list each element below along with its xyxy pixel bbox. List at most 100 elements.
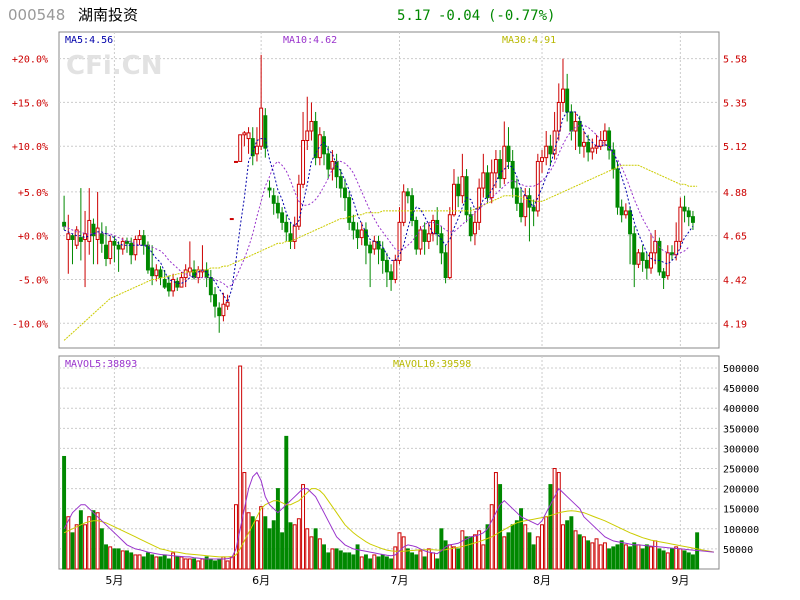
volume-bar-down	[263, 516, 268, 570]
volume-bar-up	[183, 558, 188, 570]
candle-body-down	[250, 138, 255, 157]
candle-body-down	[569, 111, 574, 132]
candle-body-up	[426, 233, 431, 242]
candle	[74, 226, 79, 250]
candle	[561, 58, 565, 112]
candle-body-up	[502, 145, 507, 180]
candle	[313, 111, 318, 166]
percent-tick-label: +10.0%	[12, 142, 48, 153]
candle	[472, 210, 477, 246]
volume-bar-down	[166, 558, 171, 570]
candle-body-down	[347, 197, 352, 223]
candle	[439, 226, 444, 265]
candle-body-down	[485, 172, 490, 199]
volume-bar-down	[640, 548, 645, 570]
volume-bar-up	[418, 550, 423, 570]
volume-bar-down	[129, 552, 134, 570]
candle-body-down	[628, 210, 633, 235]
volume-bar-up	[225, 560, 230, 570]
volume-bar-down	[439, 528, 444, 570]
candle-body-down	[280, 212, 285, 223]
candle-body-down	[389, 271, 394, 280]
candle-body-down	[213, 294, 217, 307]
candle	[104, 226, 108, 267]
candle-body-down	[288, 233, 293, 242]
volume-bar-up	[83, 524, 88, 570]
candle	[355, 222, 360, 250]
volume-bar-down	[468, 536, 473, 570]
stock-name: 湖南投资	[78, 6, 138, 24]
candle	[422, 222, 427, 255]
month-tick-label: 6月	[252, 574, 270, 587]
volume-bar-down	[338, 550, 343, 570]
volume-bar-up	[674, 546, 679, 570]
candle-body-down	[577, 120, 582, 147]
volume-bar-down	[213, 560, 217, 570]
candle-body-up	[649, 252, 653, 269]
volume-bar-down	[250, 516, 255, 570]
ma30-legend: MA30:4.91	[502, 35, 556, 46]
candle	[78, 188, 83, 261]
candle-body-down	[586, 141, 591, 153]
candle-body-up	[229, 218, 234, 221]
candle-body-up	[460, 176, 465, 197]
candle-body-down	[686, 210, 691, 218]
candle	[674, 222, 679, 261]
candle-body-down	[380, 248, 385, 261]
volume-bar-down	[519, 508, 524, 570]
volume-bar-down	[204, 556, 209, 570]
candle-body-down	[141, 235, 146, 246]
candle-body-down	[607, 130, 612, 151]
candle-body-up	[493, 159, 498, 174]
volume-bar-down	[313, 528, 318, 570]
volume-bar-down	[158, 556, 163, 570]
candle-body-up	[359, 229, 364, 239]
candle	[288, 222, 293, 250]
candle-body-up	[544, 145, 549, 159]
candle-body-up	[556, 101, 561, 132]
volume-bar-up	[87, 516, 92, 570]
candle	[292, 216, 297, 250]
volume-bar-down	[267, 528, 272, 570]
volume-bar-up	[238, 365, 243, 570]
candle-body-up	[296, 183, 301, 227]
candle	[607, 127, 612, 160]
candle	[619, 199, 624, 223]
candle-body-down	[435, 219, 440, 235]
candle-body-down	[456, 183, 461, 197]
candle	[137, 229, 142, 246]
volume-bar-up	[502, 536, 507, 570]
candle	[447, 207, 452, 280]
volume-bar-up	[234, 504, 238, 570]
candle-body-down	[661, 271, 666, 279]
candle	[649, 233, 653, 274]
candle	[510, 150, 515, 198]
volume-bar-down	[514, 520, 519, 570]
volume-tick-label: 50000	[723, 545, 753, 556]
candle	[384, 252, 389, 288]
candle	[213, 287, 217, 318]
candle-body-down	[439, 233, 444, 254]
volume-bar-down	[690, 554, 695, 570]
volume-axis: 500000 450000 400000 350000 300000 250000 2000…	[723, 364, 759, 556]
candle-body-up	[540, 157, 544, 162]
volume-bar-down	[443, 540, 448, 570]
candle	[682, 195, 687, 223]
candle-body-up	[636, 252, 641, 265]
volume-bar-up	[535, 536, 540, 570]
candle-body-down	[275, 202, 280, 214]
candle-body-down	[343, 187, 347, 199]
volume-bar-down	[619, 540, 624, 570]
candle	[326, 146, 331, 179]
price-axis: 5.58 5.35 5.12 4.88 4.65 4.42 4.19	[723, 55, 747, 331]
volume-bar-down	[422, 556, 427, 570]
candle	[120, 237, 125, 255]
candle	[129, 237, 134, 265]
volume-bar-up	[636, 544, 641, 570]
price-tick-label: 5.58	[723, 55, 747, 66]
volume-bar-down	[686, 552, 691, 570]
volume-bar-down	[175, 556, 180, 570]
volume-bar-down	[217, 558, 222, 570]
candle-body-down	[208, 277, 213, 296]
